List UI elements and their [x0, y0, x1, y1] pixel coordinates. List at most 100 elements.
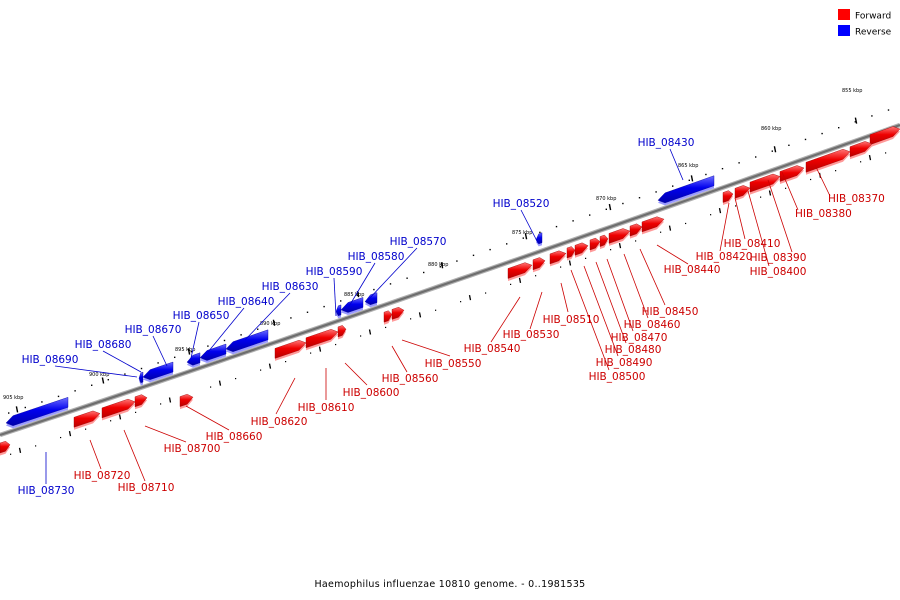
legend-label-reverse: Reverse	[855, 28, 892, 38]
gene-label-hib-08590[interactable]: HIB_08590	[306, 266, 363, 317]
gene-label-hib-08420[interactable]: HIB_08420	[696, 202, 753, 263]
gene-label-hib-08580[interactable]: HIB_08580	[348, 251, 405, 309]
gene-label-hib-08500[interactable]: HIB_08500	[570, 269, 645, 383]
gene-08650[interactable]	[186, 352, 201, 368]
gene-label-hib-08620[interactable]: HIB_08620	[251, 377, 308, 428]
gene-08680[interactable]	[138, 371, 144, 386]
gene-label-hib-08400[interactable]: HIB_08400	[747, 190, 806, 278]
gene-08630[interactable]	[225, 329, 269, 355]
gene-08480[interactable]	[589, 237, 601, 253]
gene-08430[interactable]	[657, 175, 715, 206]
gene-label-hib-08650[interactable]: HIB_08650	[173, 310, 230, 359]
gene-08710[interactable]	[101, 398, 136, 421]
gene-name: HIB_08590	[306, 266, 363, 278]
gene-08540[interactable]	[507, 262, 533, 281]
gene-08640[interactable]	[199, 343, 227, 363]
gene-label-hib-08470[interactable]: HIB_08470	[606, 258, 667, 344]
gene-08690[interactable]	[5, 397, 69, 429]
gene-label-hib-08730[interactable]: HIB_08730	[18, 452, 75, 497]
gene-08410[interactable]	[734, 185, 751, 201]
gene-label-hib-08490[interactable]: HIB_08490	[583, 265, 652, 369]
gene-label-hib-08460[interactable]: HIB_08460	[624, 253, 681, 331]
gene-08380b[interactable]	[805, 148, 851, 175]
gene-label-hib-08670[interactable]: HIB_08670	[125, 324, 182, 367]
gene-08620[interactable]	[274, 339, 307, 361]
gene-label-hib-08480[interactable]: HIB_08480	[595, 261, 661, 356]
gene-label-hib-08510[interactable]: HIB_08510	[543, 282, 600, 326]
gene-label-hib-08720[interactable]: HIB_08720	[74, 439, 131, 482]
gene-label-hib-08700[interactable]: HIB_08700	[144, 425, 220, 455]
gene-arrow	[608, 228, 631, 244]
gene-08560[interactable]	[383, 310, 393, 325]
gene-08510[interactable]	[549, 250, 567, 267]
gene-label-hib-08540[interactable]: HIB_08540	[464, 296, 521, 355]
gene-label-hib-08440[interactable]: HIB_08440	[656, 244, 720, 276]
gene-label-hib-08630[interactable]: HIB_08630	[244, 281, 318, 341]
leader-line	[401, 339, 451, 357]
gene-label-hib-08380[interactable]: HIB_08380	[781, 171, 852, 220]
gene-arrow	[5, 397, 69, 426]
gene-label-hib-08690[interactable]: HIB_08690	[22, 354, 138, 378]
gene-label-hib-08410[interactable]: HIB_08410	[724, 197, 781, 250]
gene-08530[interactable]	[532, 257, 546, 273]
gene-08610[interactable]	[305, 329, 339, 351]
gene-label-hib-08610[interactable]: HIB_08610	[298, 368, 355, 414]
gene-name: HIB_08510	[543, 314, 600, 326]
scale-lower-tick	[418, 312, 422, 318]
gene-08570[interactable]	[364, 292, 378, 308]
scale-minor-tick	[804, 138, 807, 141]
gene-label-hib-08390[interactable]: HIB_08390	[750, 179, 807, 264]
gene-label-hib-08710[interactable]: HIB_08710	[118, 429, 175, 494]
gene-name: HIB_08720	[74, 470, 131, 482]
gene-08580[interactable]	[340, 297, 364, 315]
gene-label-hib-08430[interactable]: HIB_08430	[638, 137, 695, 181]
gene-08670[interactable]	[142, 361, 174, 383]
gene-name: HIB_08660	[206, 431, 263, 443]
gene-label-hib-08660[interactable]: HIB_08660	[185, 405, 263, 443]
gene-08550[interactable]	[391, 306, 405, 322]
gene-08460[interactable]	[608, 228, 631, 246]
scale-lower-dot	[10, 453, 12, 455]
scale-major-tick	[608, 203, 612, 211]
gene-label-hib-08600[interactable]: HIB_08600	[343, 362, 400, 399]
gene-label-hib-08640[interactable]: HIB_08640	[207, 296, 274, 353]
gene-08700[interactable]	[134, 394, 148, 410]
leader-line	[490, 296, 521, 343]
leader-line	[781, 171, 799, 211]
gene-label-hib-08450[interactable]: HIB_08450	[639, 248, 698, 318]
gene-08500[interactable]	[566, 246, 576, 261]
gene-08590[interactable]	[335, 304, 342, 319]
scale-lower-tick	[68, 430, 72, 437]
gene-label-hib-08520[interactable]: HIB_08520	[493, 198, 550, 244]
gene-08380[interactable]	[849, 141, 873, 160]
gene-label-hib-08530[interactable]: HIB_08530	[503, 291, 560, 341]
gene-08440[interactable]	[641, 216, 665, 235]
gene-08400[interactable]	[749, 173, 781, 195]
scale-label: 865 kbp	[678, 163, 698, 169]
gene-08520[interactable]	[535, 232, 543, 247]
gene-08470[interactable]	[599, 234, 609, 250]
gene-08420[interactable]	[722, 190, 734, 205]
gene-08450[interactable]	[629, 223, 643, 239]
scale-lower-dot	[85, 428, 87, 430]
gene-08660[interactable]	[179, 393, 194, 410]
leader-line	[520, 209, 539, 244]
gene-08720[interactable]	[73, 410, 101, 430]
gene-label-hib-08550[interactable]: HIB_08550	[401, 339, 481, 370]
scale-lower-dot	[435, 309, 437, 311]
scale-lower-tick	[318, 346, 322, 352]
leader-line	[814, 164, 831, 197]
gene-label-hib-08370[interactable]: HIB_08370	[814, 164, 885, 205]
gene-08490[interactable]	[574, 242, 589, 258]
scale-minor-tick	[672, 185, 674, 187]
gene-label-hib-08560[interactable]: HIB_08560	[382, 345, 439, 385]
scale-lower-dot	[610, 249, 612, 251]
gene-08740[interactable]	[0, 440, 11, 456]
gene-name: HIB_08370	[828, 193, 885, 205]
leader-line	[719, 202, 730, 252]
gene-label-hib-08570[interactable]: HIB_08570	[367, 236, 446, 301]
gene-label-hib-08680[interactable]: HIB_08680	[75, 339, 142, 373]
gene-08390[interactable]	[779, 165, 805, 185]
gene-08600[interactable]	[337, 325, 347, 340]
gene-08370[interactable]	[869, 126, 900, 148]
